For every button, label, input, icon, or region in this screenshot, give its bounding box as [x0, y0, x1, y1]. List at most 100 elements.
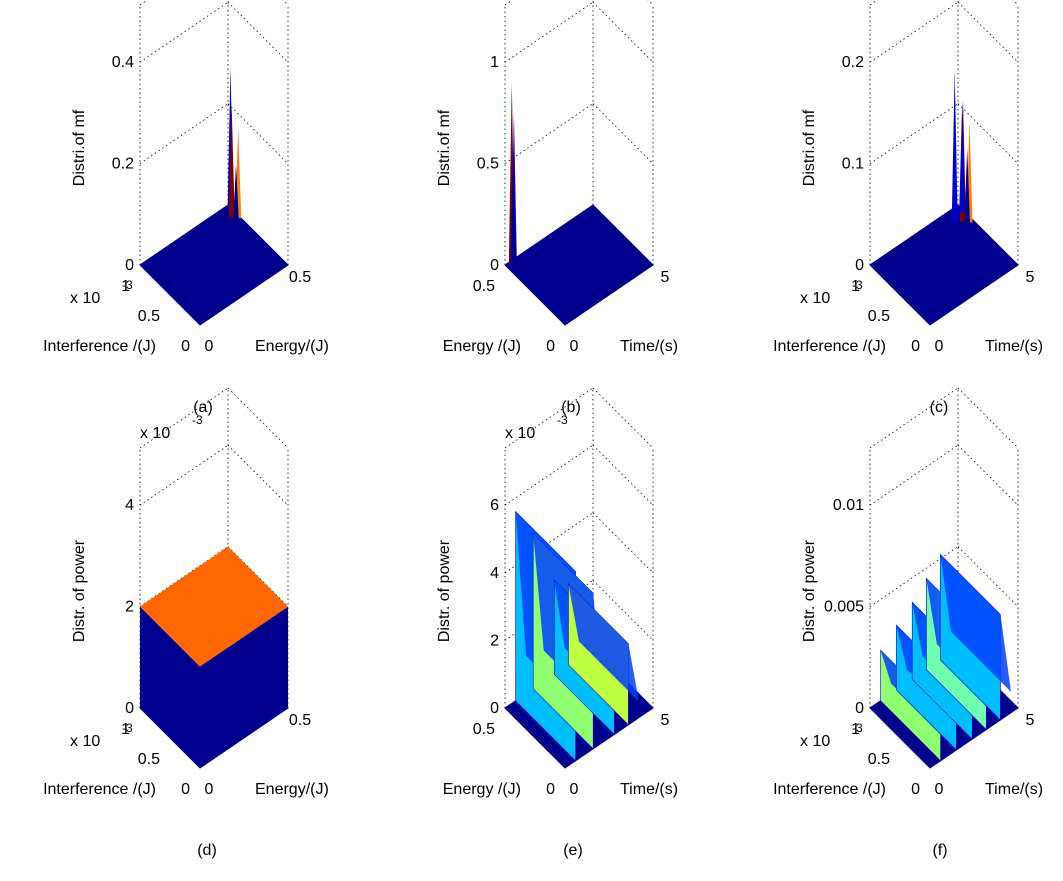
x-axis-label: Time/(s): [620, 781, 678, 798]
grid-line: [592, 512, 654, 574]
z-tick-label: 0.1: [842, 156, 864, 173]
y-tick-label: 0: [546, 781, 555, 798]
z-multiplier: x 10: [505, 425, 535, 442]
z-axis-label: Distri.of mf: [71, 109, 88, 186]
subplot-caption: (b): [561, 399, 581, 416]
surface-peak: [228, 106, 235, 218]
z-tick-label: 4: [125, 497, 134, 514]
y-tick-label: 0.5: [138, 751, 160, 768]
y-tick-label: 0: [911, 781, 920, 798]
surface-peak: [951, 70, 958, 223]
y-multiplier: x 10: [800, 733, 830, 750]
z-tick-label: 0: [125, 700, 134, 717]
grid-line: [227, 444, 289, 506]
y-tick-label: 0: [911, 338, 920, 355]
z-tick-label: 4: [490, 565, 499, 582]
grid-line: [139, 103, 229, 164]
z-axis-label: Distr. of power: [801, 539, 818, 642]
y-tick-label: 1: [121, 721, 130, 738]
z-tick-label: 0.2: [112, 156, 134, 173]
z-exponent: -3: [557, 413, 568, 427]
surface-floor: [504, 204, 654, 326]
z-tick-label: 0.2: [842, 54, 864, 71]
z-axis-label: Distr. of power: [436, 539, 453, 642]
surface-plateau: [140, 546, 288, 667]
grid-line: [592, 580, 654, 641]
subplot-caption: (e): [563, 842, 583, 859]
box-edge: [869, 387, 959, 449]
grid-line: [139, 444, 229, 506]
y-tick-label: 1: [851, 721, 860, 738]
y-exponent: -3: [852, 278, 863, 292]
x-axis-label: Time/(s): [985, 781, 1043, 798]
z-multiplier: x 10: [140, 425, 170, 442]
z-tick-label: 2: [125, 599, 134, 616]
x-tick-label: 0.5: [289, 712, 311, 729]
subplot-caption: (c): [930, 399, 949, 416]
grid-line: [592, 103, 654, 164]
subplot-caption: (d): [197, 842, 217, 859]
y-tick-label: 0.5: [473, 721, 495, 738]
x-tick-label: 0: [935, 781, 944, 798]
surface-floor: [869, 204, 1019, 326]
y-tick-label: 0: [181, 338, 190, 355]
box-edge: [139, 0, 149, 6]
z-tick-label: 0: [125, 257, 134, 274]
surface-floor: [139, 204, 289, 326]
x-tick-label: 0: [935, 338, 944, 355]
x-axis-label: Time/(s): [620, 338, 678, 355]
z-exponent: -3: [192, 413, 203, 427]
y-axis-label: Interference /(J): [773, 781, 886, 798]
surface-peak: [964, 147, 971, 229]
z-tick-label: 6: [490, 497, 499, 514]
box-edge: [592, 387, 654, 449]
y-tick-label: 0.5: [868, 308, 890, 325]
surface-front-left: [140, 606, 200, 768]
z-tick-label: 1: [490, 54, 499, 71]
grid-line: [504, 103, 594, 164]
box-edge: [1012, 0, 1019, 6]
y-tick-label: 1: [121, 278, 130, 295]
box-edge: [647, 0, 654, 6]
surface-panel-slope: [568, 583, 639, 702]
x-tick-label: 5: [1026, 712, 1035, 729]
z-tick-label: 0: [855, 257, 864, 274]
z-tick-label: 0.5: [477, 156, 499, 173]
grid-line: [957, 546, 1019, 607]
x-axis-label: Energy/(J): [255, 781, 329, 798]
z-axis-label: Distri.of mf: [801, 109, 818, 186]
surface-front-right: [200, 606, 288, 768]
y-tick-label: 0.5: [868, 751, 890, 768]
box-edge: [957, 387, 1019, 449]
x-axis-label: Energy/(J): [255, 338, 329, 355]
y-exponent: -3: [122, 278, 133, 292]
box-edge: [227, 387, 289, 449]
grid-line: [869, 103, 959, 164]
z-tick-label: 0.4: [112, 54, 134, 71]
grid-line: [957, 103, 1019, 164]
z-tick-label: 0: [490, 700, 499, 717]
x-tick-label: 0: [205, 338, 214, 355]
y-axis-label: Interference /(J): [773, 338, 886, 355]
y-exponent: -3: [122, 721, 133, 735]
grid-line: [869, 444, 959, 506]
y-axis-label: Interference /(J): [43, 781, 156, 798]
y-tick-label: 0: [546, 338, 555, 355]
x-tick-label: 0: [205, 781, 214, 798]
surface-panel-slope: [940, 554, 1011, 692]
grid-line: [139, 1, 229, 63]
surface-peak: [510, 155, 517, 268]
x-axis-label: Time/(s): [985, 338, 1043, 355]
z-axis-label: Distr. of power: [71, 539, 88, 642]
y-multiplier: x 10: [70, 733, 100, 750]
x-tick-label: 5: [661, 269, 670, 286]
z-tick-label: 2: [490, 632, 499, 649]
grid-line: [227, 103, 289, 164]
y-axis-label: Energy /(J): [443, 338, 521, 355]
